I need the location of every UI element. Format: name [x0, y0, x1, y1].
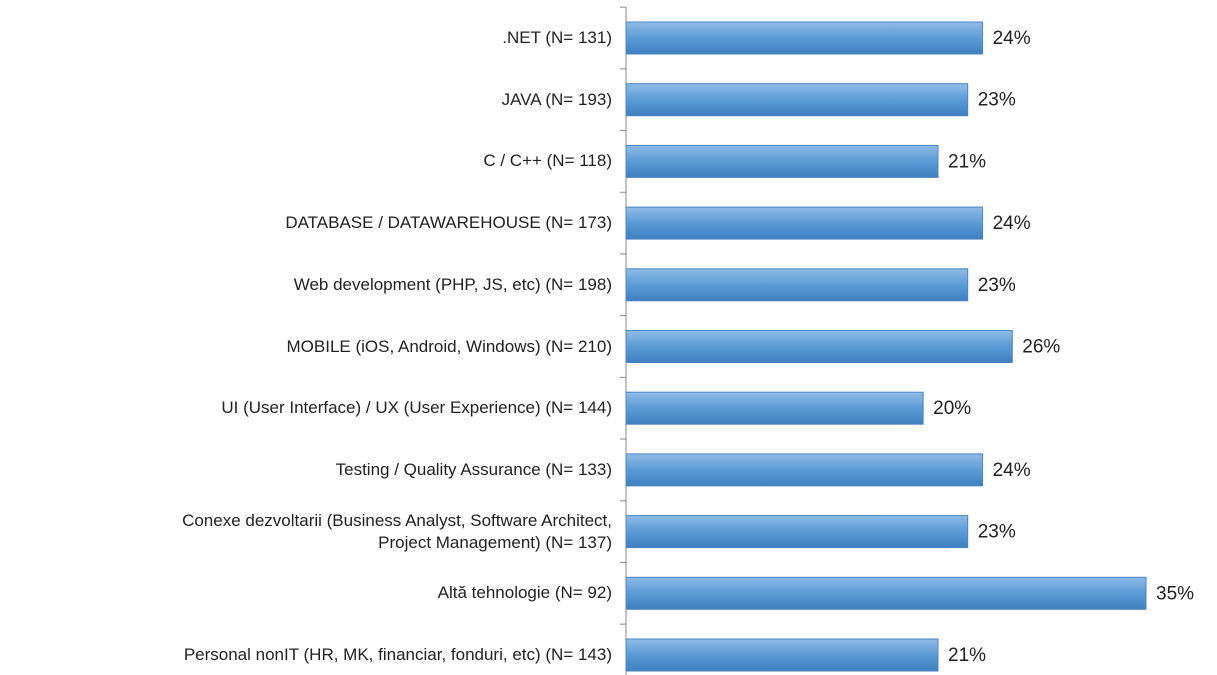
value-label: 24%: [993, 460, 1031, 481]
bar: [625, 391, 924, 425]
bar: [625, 515, 969, 549]
category-label: C / C++ (N= 118): [483, 151, 612, 171]
value-label: 24%: [993, 213, 1031, 234]
bar: [625, 576, 1147, 610]
bar: [625, 206, 984, 240]
bar: [625, 330, 1013, 363]
category-label: Altă tehnologie (N= 92): [437, 583, 612, 603]
value-label: 21%: [948, 645, 986, 666]
value-label: 23%: [978, 275, 1016, 296]
bar: [625, 83, 969, 117]
value-label: 26%: [1022, 337, 1060, 358]
category-label: .NET (N= 131): [502, 28, 612, 47]
bar: [625, 453, 984, 487]
value-label: 23%: [978, 90, 1016, 111]
category-label: DATABASE / DATAWAREHOUSE (N= 173): [285, 213, 612, 233]
value-label: 21%: [948, 151, 986, 172]
value-label: 23%: [978, 522, 1016, 543]
value-label: 35%: [1156, 583, 1194, 604]
bar: [625, 638, 939, 672]
value-label: 24%: [993, 28, 1031, 49]
category-label: Conexe dezvoltarii (Business Analyst, So…: [182, 510, 612, 552]
bar: [625, 21, 984, 55]
category-label: UI (User Interface) / UX (User Experienc…: [221, 398, 612, 418]
value-label: 20%: [933, 398, 971, 419]
category-label: Testing / Quality Assurance (N= 133): [335, 459, 612, 479]
category-label: JAVA (N= 193): [501, 89, 612, 109]
bar: [625, 144, 939, 178]
category-label: Personal nonIT (HR, MK, financiar, fondu…: [183, 645, 612, 664]
category-label: MOBILE (iOS, Android, Windows) (N= 210): [286, 336, 612, 356]
bar: [625, 268, 969, 302]
category-label: Web development (PHP, JS, etc) (N= 198): [293, 274, 612, 294]
